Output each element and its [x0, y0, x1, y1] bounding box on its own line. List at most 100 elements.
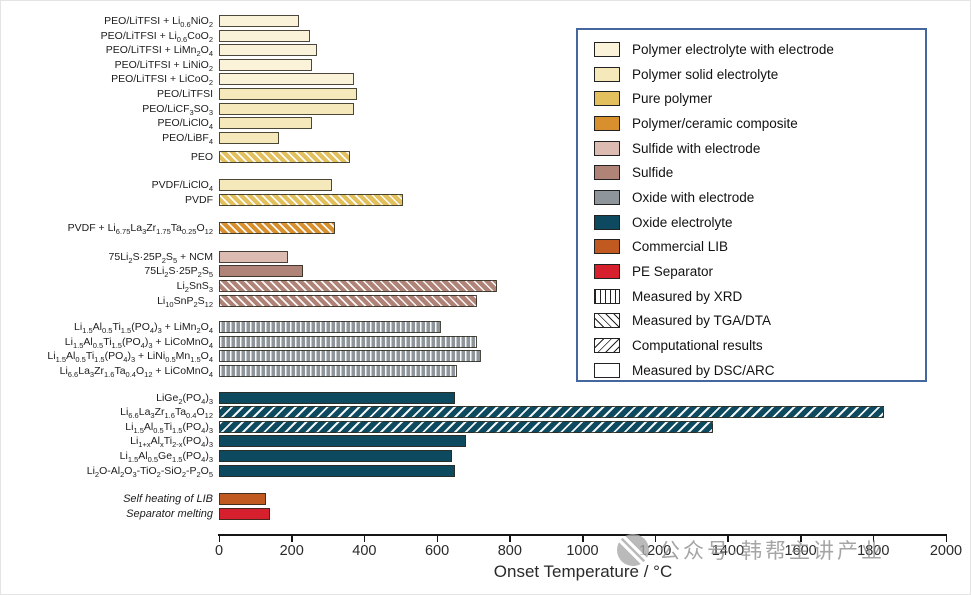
legend-swatch: [594, 362, 620, 378]
legend-label: Oxide with electrode: [632, 189, 755, 205]
bar: [219, 222, 336, 235]
bar: [219, 507, 270, 520]
legend-label: Sulfide with electrode: [632, 140, 761, 156]
legend-item: Oxide electrolyte: [594, 210, 925, 235]
legend-swatch: [594, 140, 620, 156]
legend-label: Commercial LIB: [632, 239, 729, 255]
legend-swatch: [594, 288, 620, 304]
bar: [219, 391, 456, 404]
legend-item: Sulfide: [594, 160, 925, 185]
legend-swatch: [594, 338, 620, 354]
legend-label: Measured by TGA/DTA: [632, 313, 772, 329]
legend-item: Oxide with electrode: [594, 185, 925, 210]
bar: [219, 450, 452, 462]
legend-label: Polymer solid electrolyte: [632, 66, 779, 82]
watermark: 公众号·韩帮主讲产业: [617, 534, 885, 566]
legend-swatch: [594, 239, 620, 255]
y-axis-label: Li1.5Al0.5Ti1.5(PO4)3: [125, 420, 213, 435]
legend: Polymer electrolyte with electrode Polyme…: [576, 28, 927, 382]
bar: [219, 435, 467, 448]
bar: [219, 73, 354, 86]
y-axis-label: Self heating of LIB: [123, 493, 213, 506]
y-axis-label: PEO/LiCF3SO3: [142, 102, 213, 117]
bar: [219, 294, 478, 307]
y-axis-label: Li1.5Al0.5Ti1.5(PO4)3 + LiCoMnO4: [64, 335, 213, 350]
legend-item: Computational results: [594, 333, 925, 358]
x-axis-tick: [800, 536, 802, 542]
y-axis-label: Li2O-Al2O3-TiO2-SiO2-P2O5: [86, 464, 213, 479]
legend-label: Sulfide: [632, 165, 674, 181]
x-axis-tick-label: 1400: [711, 543, 745, 559]
legend-label: PE Separator: [632, 264, 714, 280]
bar: [219, 350, 481, 363]
bar: [219, 131, 279, 144]
watermark-logo-icon: [617, 534, 649, 566]
x-axis-tick: [654, 536, 657, 542]
bar: [219, 15, 299, 27]
bar: [219, 193, 403, 206]
bar: [219, 44, 318, 57]
y-axis-label: 75Li2S·25P2S5: [144, 265, 213, 280]
x-axis-tick-label: 1800: [857, 543, 890, 559]
x-axis-tick-label: 0: [214, 543, 224, 559]
x-axis-tick: [436, 536, 439, 542]
y-axis-label: Li10SnP2S12: [157, 294, 213, 309]
legend-swatch: [594, 91, 620, 107]
y-axis-label: LiGe2(PO4)3: [156, 391, 213, 406]
legend-item: Pure polymer: [594, 86, 925, 111]
bar: [219, 117, 312, 130]
legend-item: Polymer electrolyte with electrode: [594, 37, 925, 62]
y-axis-label: PEO/LiTFSI + Li0.6CoO2: [100, 29, 213, 44]
bar: [219, 58, 312, 71]
y-axis-label: Li6.6La3Zr1.6Ta0.4O12: [120, 406, 213, 421]
y-axis-label: Li1.5Al0.5Ge1.5(PO4)3: [119, 450, 213, 465]
watermark-text: 公众号·韩帮主讲产业: [659, 540, 885, 563]
legend-swatch: [594, 214, 620, 230]
y-axis-label: Li2SnS3: [176, 280, 213, 295]
bar: [219, 335, 478, 348]
x-axis-tick-label: 600: [424, 543, 450, 559]
bar: [219, 406, 885, 419]
bar: [219, 321, 441, 334]
bar: [219, 420, 714, 433]
legend-label: Polymer/ceramic composite: [632, 115, 798, 131]
bar: [219, 29, 310, 42]
y-axis-label: Li6.6La3Zr1.6Ta0.4O12 + LiCoMnO4: [59, 365, 213, 380]
bar: [219, 265, 303, 278]
legend-item: Polymer/ceramic composite: [594, 111, 925, 136]
bar: [219, 365, 458, 377]
legend-swatch: [594, 264, 620, 280]
y-axis-label: PEO: [190, 151, 213, 164]
y-axis-label: PEO/LiTFSI + LiCoO2: [111, 73, 213, 88]
x-axis-tick-label: 1000: [566, 543, 599, 559]
y-axis-label: PVDF + Li6.75La3Zr1.75Ta0.25O12: [67, 222, 213, 237]
legend-item: Measured by TGA/DTA: [594, 309, 925, 334]
bar: [219, 102, 354, 115]
y-axis-label: PEO/LiTFSI + Li0.6NiO2: [104, 15, 213, 30]
legend-item: Commercial LIB: [594, 235, 925, 260]
legend-label: Oxide electrolyte: [632, 214, 733, 230]
y-axis-label: Li1.5Al0.5Ti1.5(PO4)3 + LiNi0.5Mn1.5O4: [47, 350, 213, 365]
y-axis-label: PEO/LiTFSI + LiMn2O4: [105, 44, 213, 59]
x-axis-title: Onset Temperature / °C: [493, 562, 673, 581]
bar: [219, 151, 350, 164]
x-axis-tick: [509, 536, 511, 542]
x-axis-tick-label: 200: [279, 543, 304, 559]
x-axis-tick: [872, 536, 875, 542]
legend-label: Polymer electrolyte with electrode: [632, 41, 834, 57]
y-axis-label: PEO/LiBF4: [162, 131, 213, 146]
legend-label: Measured by XRD: [632, 288, 743, 304]
legend-item: Sulfide with electrode: [594, 136, 925, 161]
x-axis-tick: [363, 536, 366, 542]
y-axis-label: Separator melting: [126, 507, 213, 520]
legend-label: Computational results: [632, 338, 763, 354]
y-axis-label: Li1.5Al0.5Ti1.5(PO4)3 + LiMn2O4: [74, 321, 213, 336]
x-axis-line: [218, 534, 947, 536]
legend-swatch: [594, 165, 620, 181]
legend-swatch: [594, 189, 620, 205]
legend-swatch: [594, 313, 620, 329]
x-axis-tick-label: 1600: [784, 543, 817, 559]
y-axis-label: 75Li2S·25P2S5 + NCM: [108, 250, 213, 265]
